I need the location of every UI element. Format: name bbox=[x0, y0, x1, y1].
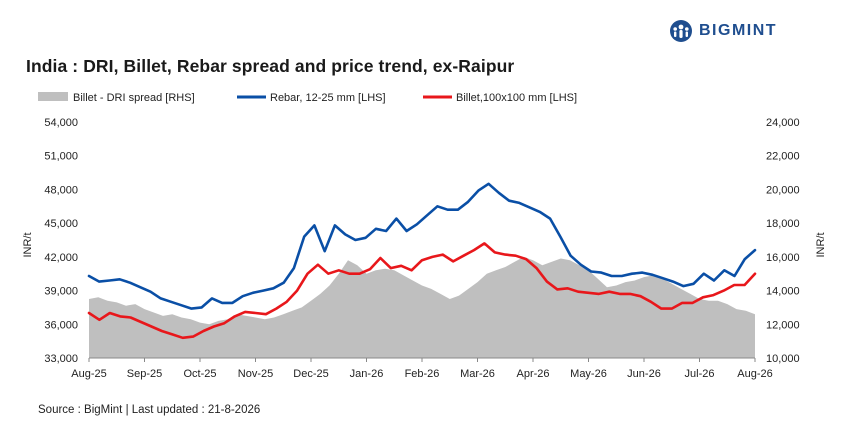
x-tick-label: Nov-25 bbox=[238, 368, 273, 380]
y-left-tick-label: 51,000 bbox=[44, 151, 78, 163]
y-right-tick-label: 10,000 bbox=[766, 353, 800, 365]
x-tick-label: Apr-26 bbox=[516, 368, 549, 380]
y-right-tick-label: 18,000 bbox=[766, 218, 800, 230]
chart-canvas: Billet - DRI spread [RHS] Rebar, 12-25 m… bbox=[22, 92, 827, 380]
legend-label-billet: Billet,100x100 mm [LHS] bbox=[456, 92, 577, 104]
x-tick-label: May-26 bbox=[570, 368, 607, 380]
legend-label-spread: Billet - DRI spread [RHS] bbox=[73, 92, 195, 104]
chart-title: India : DRI, Billet, Rebar spread and pr… bbox=[26, 56, 515, 76]
x-tick-label: Jun-26 bbox=[627, 368, 661, 380]
x-tick-label: Dec-25 bbox=[293, 368, 328, 380]
x-tick-label: Mar-26 bbox=[460, 368, 495, 380]
x-tick-label: Aug-25 bbox=[71, 368, 106, 380]
y-left-tick-label: 45,000 bbox=[44, 218, 78, 230]
y-right-tick-label: 20,000 bbox=[766, 184, 800, 196]
y-right-tick-label: 14,000 bbox=[766, 286, 800, 298]
y-left-tick-label: 54,000 bbox=[44, 117, 78, 129]
legend-label-rebar: Rebar, 12-25 mm [LHS] bbox=[270, 92, 386, 104]
x-tick-label: Sep-25 bbox=[127, 368, 162, 380]
chart-legend: Billet - DRI spread [RHS] Rebar, 12-25 m… bbox=[38, 92, 577, 104]
logo-text: BIGMINT bbox=[699, 22, 778, 39]
x-tick-label: Jan-26 bbox=[350, 368, 384, 380]
x-tick-label: Aug-26 bbox=[737, 368, 772, 380]
y-left-tick-label: 42,000 bbox=[44, 252, 78, 264]
y-right-tick-label: 16,000 bbox=[766, 252, 800, 264]
y-right-tick-label: 12,000 bbox=[766, 319, 800, 331]
x-tick-label: Feb-26 bbox=[405, 368, 440, 380]
series-area-spread bbox=[89, 256, 755, 358]
legend-swatch-spread bbox=[38, 92, 68, 101]
y-right-tick-label: 22,000 bbox=[766, 151, 800, 163]
source-note: Source : BigMint | Last updated : 21-8-2… bbox=[38, 404, 261, 416]
series-line-rebar bbox=[87, 182, 757, 310]
y-left-tick-label: 39,000 bbox=[44, 286, 78, 298]
y-left-tick-label: 33,000 bbox=[44, 353, 78, 365]
brand-logo: BIGMINT bbox=[669, 19, 777, 43]
y-axis-right-label: INR/t bbox=[815, 232, 827, 257]
bigmint-logo-icon bbox=[670, 20, 692, 42]
x-tick-label: Oct-25 bbox=[183, 368, 216, 380]
y-right-tick-label: 24,000 bbox=[766, 117, 800, 129]
x-tick-label: Jul-26 bbox=[685, 368, 715, 380]
y-axis-left-label: INR/t bbox=[22, 232, 34, 257]
y-left-tick-label: 48,000 bbox=[44, 184, 78, 196]
y-left-tick-label: 36,000 bbox=[44, 319, 78, 331]
